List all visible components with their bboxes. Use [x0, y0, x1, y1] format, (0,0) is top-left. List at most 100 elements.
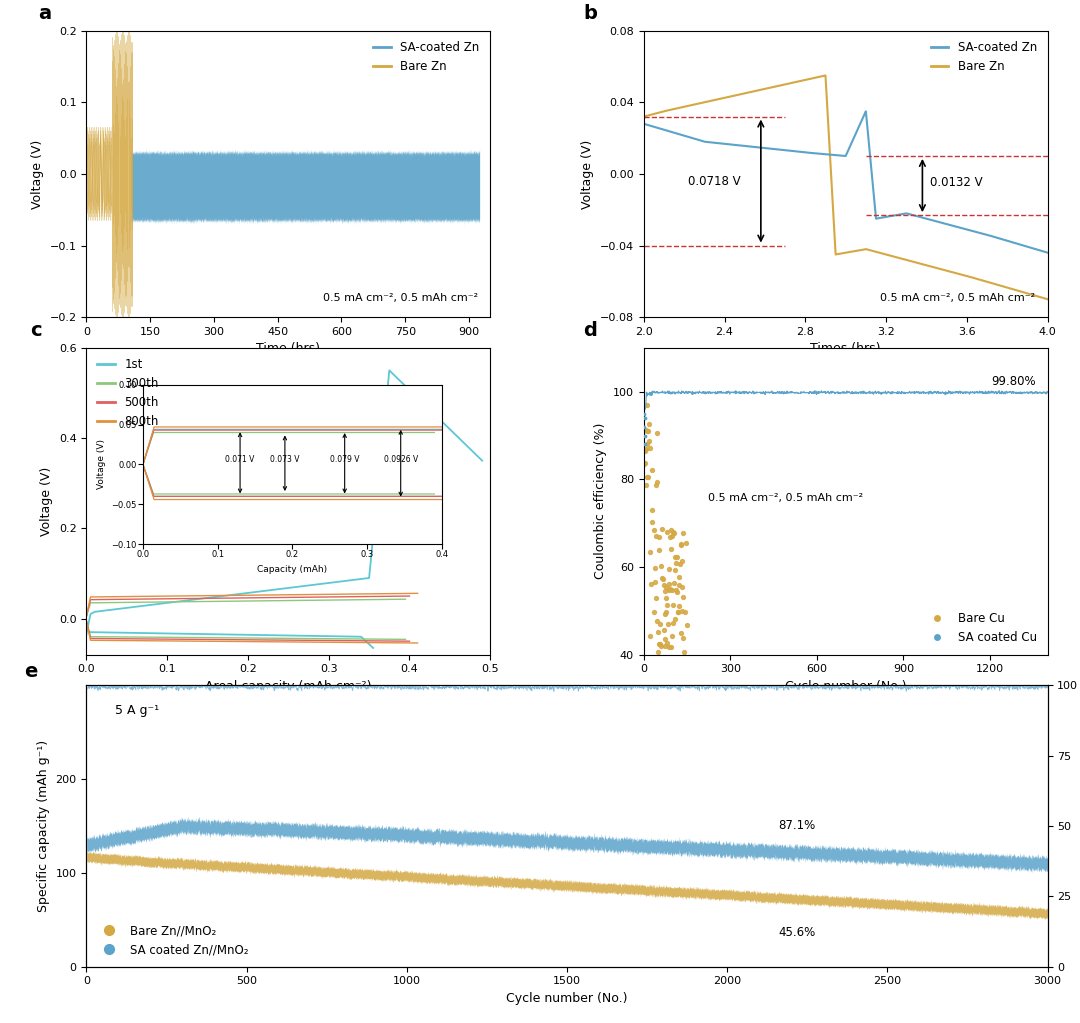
X-axis label: Cycle number (No.): Cycle number (No.) — [507, 992, 627, 1005]
Text: 0.5 mA cm⁻², 0.5 mAh cm⁻²: 0.5 mA cm⁻², 0.5 mAh cm⁻² — [880, 293, 1036, 303]
Point — [638, 469, 656, 485]
Text: e: e — [24, 662, 38, 681]
Point — [671, 577, 688, 593]
Point — [636, 456, 653, 473]
Text: 87.1%: 87.1% — [779, 818, 815, 832]
Y-axis label: Coulombic efficiency (%): Coulombic efficiency (%) — [594, 424, 607, 579]
Point — [673, 578, 690, 594]
Point — [658, 524, 675, 540]
Point — [657, 583, 674, 599]
Point — [673, 624, 690, 640]
Point — [649, 624, 666, 640]
Point — [636, 410, 653, 427]
Text: c: c — [30, 320, 41, 340]
Text: 99.80%: 99.80% — [990, 374, 1036, 388]
Point — [650, 529, 667, 545]
Point — [677, 535, 694, 551]
Text: 0.5 mA cm⁻², 0.5 mAh cm⁻²: 0.5 mA cm⁻², 0.5 mAh cm⁻² — [707, 493, 863, 503]
Point — [673, 536, 690, 552]
Point — [662, 639, 679, 656]
Point — [650, 643, 667, 660]
Point — [670, 569, 687, 585]
Point — [649, 425, 666, 441]
Point — [636, 455, 653, 472]
Point — [644, 461, 661, 478]
Y-axis label: Specific capacity (mAh g⁻¹): Specific capacity (mAh g⁻¹) — [37, 740, 50, 913]
Point — [656, 606, 673, 622]
Point — [660, 639, 677, 656]
Point — [637, 441, 654, 457]
Point — [670, 604, 687, 620]
Point — [672, 536, 689, 552]
Point — [651, 635, 669, 652]
Point — [648, 613, 665, 629]
Text: d: d — [583, 320, 597, 340]
Point — [643, 576, 660, 592]
Point — [657, 637, 674, 654]
Text: b: b — [583, 4, 597, 24]
Point — [669, 548, 686, 565]
Point — [648, 474, 665, 490]
Point — [637, 422, 654, 439]
Point — [664, 615, 681, 631]
Point — [658, 579, 675, 595]
Point — [636, 428, 653, 444]
X-axis label: Times (hrs): Times (hrs) — [810, 343, 881, 355]
Point — [638, 436, 656, 452]
Point — [644, 501, 661, 518]
Point — [654, 576, 672, 592]
Point — [656, 621, 673, 637]
Point — [675, 644, 692, 661]
Text: a: a — [38, 4, 51, 24]
Point — [650, 542, 667, 559]
Text: 0.0132 V: 0.0132 V — [931, 176, 983, 189]
Text: 0.5 mA cm⁻², 0.5 mAh cm⁻²: 0.5 mA cm⁻², 0.5 mAh cm⁻² — [323, 293, 478, 303]
Point — [652, 558, 670, 574]
Point — [639, 469, 657, 485]
Point — [636, 405, 653, 421]
Point — [646, 522, 663, 538]
Point — [646, 560, 663, 576]
Point — [644, 514, 661, 530]
Point — [660, 616, 677, 632]
Point — [650, 635, 667, 652]
Point — [676, 604, 693, 620]
Point — [666, 562, 684, 578]
X-axis label: Cycle number (No.): Cycle number (No.) — [785, 680, 906, 693]
Point — [638, 397, 656, 413]
Legend: SA-coated Zn, Bare Zn: SA-coated Zn, Bare Zn — [926, 37, 1042, 78]
Point — [671, 557, 688, 573]
Point — [661, 581, 678, 597]
Legend: 1st, 300th, 500th, 800th: 1st, 300th, 500th, 800th — [92, 354, 163, 433]
Point — [639, 422, 657, 439]
Point — [663, 528, 680, 544]
Point — [637, 443, 654, 459]
Point — [636, 442, 653, 458]
Point — [669, 584, 686, 601]
Y-axis label: Voltage (V): Voltage (V) — [40, 466, 53, 536]
Point — [652, 616, 670, 632]
Point — [659, 597, 676, 614]
Point — [647, 477, 664, 493]
Point — [647, 528, 664, 544]
Point — [653, 570, 671, 586]
Point — [658, 604, 675, 620]
Point — [640, 415, 658, 432]
Point — [674, 589, 691, 606]
Point — [642, 440, 659, 456]
Point — [657, 590, 674, 607]
Point — [661, 576, 678, 592]
Legend: SA-coated Zn, Bare Zn: SA-coated Zn, Bare Zn — [368, 37, 484, 78]
Point — [663, 581, 680, 597]
Point — [661, 581, 678, 597]
X-axis label: Time (hrs): Time (hrs) — [256, 343, 321, 355]
Point — [653, 521, 671, 537]
Point — [666, 549, 684, 566]
Point — [667, 582, 685, 598]
Text: 5 A g⁻¹: 5 A g⁻¹ — [116, 704, 160, 716]
Point — [657, 631, 674, 648]
Point — [663, 627, 680, 643]
Point — [661, 529, 678, 545]
Point — [674, 553, 691, 570]
Point — [660, 561, 677, 577]
